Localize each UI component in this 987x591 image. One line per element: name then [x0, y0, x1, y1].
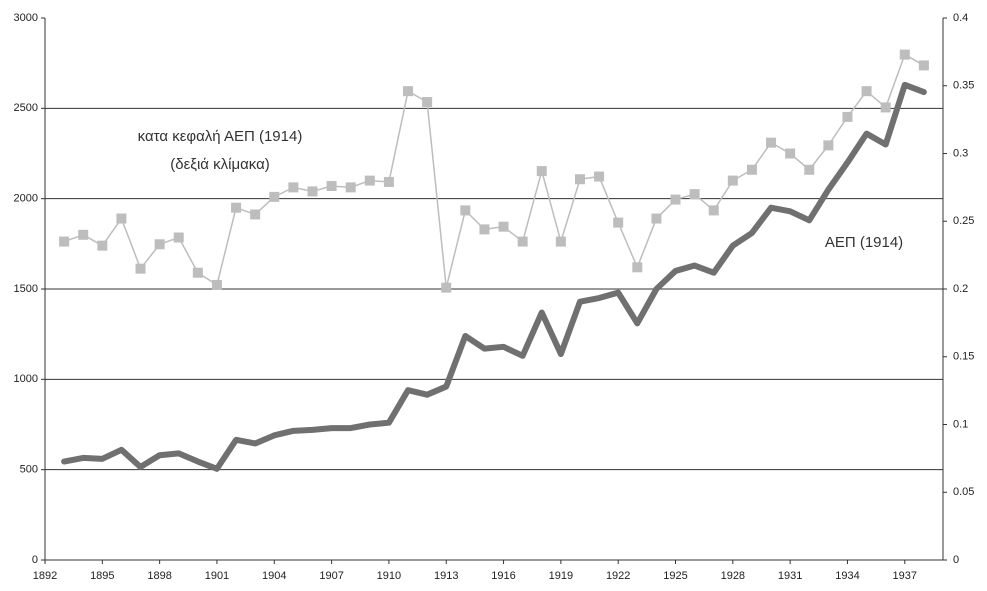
y2-tick-label: 0.4: [953, 12, 968, 24]
marker: [823, 140, 834, 151]
marker: [918, 60, 929, 71]
marker: [804, 164, 815, 175]
marker: [192, 267, 203, 278]
x-tick-label: 1916: [491, 570, 515, 582]
marker: [727, 175, 738, 186]
x-tick-label: 1892: [33, 570, 57, 582]
marker: [269, 191, 280, 202]
x-tick-label: 1904: [262, 570, 286, 582]
marker: [498, 221, 509, 232]
series-line: [63, 53, 925, 289]
x-tick-label: 1913: [434, 570, 458, 582]
marker: [670, 194, 681, 205]
x-tick-label: 1898: [147, 570, 171, 582]
marker: [173, 232, 184, 243]
y-tick-label: 0: [32, 554, 38, 566]
x-tick-label: 1907: [319, 570, 343, 582]
marker: [231, 202, 242, 213]
marker: [899, 49, 910, 60]
marker: [613, 217, 624, 228]
marker: [441, 282, 452, 293]
x-tick-label: 1937: [893, 570, 917, 582]
marker: [211, 279, 222, 290]
marker: [517, 236, 528, 247]
marker: [422, 97, 433, 108]
y2-tick-label: 0.3: [953, 147, 968, 159]
series-label: κατα κεφαλή ΑΕΠ (1914): [138, 128, 303, 145]
y-tick-label: 3000: [14, 12, 38, 24]
marker: [288, 182, 299, 193]
y2-tick-label: 0.2: [953, 283, 968, 295]
marker: [555, 236, 566, 247]
series-label: ΑΕΠ (1914): [825, 234, 903, 251]
y-tick-label: 1000: [14, 373, 38, 385]
x-tick-label: 1922: [606, 570, 630, 582]
marker: [880, 102, 891, 113]
y2-tick-label: 0: [953, 554, 959, 566]
marker: [708, 205, 719, 216]
marker: [689, 189, 700, 200]
y2-tick-label: 0.25: [953, 215, 974, 227]
marker: [383, 176, 394, 187]
x-tick-label: 1895: [90, 570, 114, 582]
x-tick-label: 1919: [549, 570, 573, 582]
y-tick-label: 2500: [14, 102, 38, 114]
marker: [364, 175, 375, 186]
marker: [632, 262, 643, 273]
marker: [861, 86, 872, 97]
y-tick-label: 500: [20, 464, 38, 476]
marker: [746, 164, 757, 175]
marker: [135, 263, 146, 274]
y-tick-label: 2000: [14, 193, 38, 205]
marker: [326, 181, 337, 192]
marker: [594, 171, 605, 182]
series-line: [61, 81, 927, 472]
marker: [250, 209, 261, 220]
y2-tick-label: 0.35: [953, 80, 974, 92]
marker: [78, 229, 89, 240]
marker: [97, 240, 108, 251]
x-tick-label: 1925: [663, 570, 687, 582]
x-tick-label: 1901: [205, 570, 229, 582]
marker: [651, 213, 662, 224]
marker: [154, 239, 165, 250]
marker: [460, 205, 471, 216]
marker: [536, 166, 547, 177]
marker: [842, 111, 853, 122]
marker: [59, 236, 70, 247]
x-tick-label: 1910: [377, 570, 401, 582]
marker: [785, 148, 796, 159]
marker: [116, 213, 127, 224]
x-tick-label: 1931: [778, 570, 802, 582]
marker: [307, 186, 318, 197]
y2-tick-label: 0.05: [953, 486, 974, 498]
marker: [766, 137, 777, 148]
marker: [403, 86, 414, 97]
marker: [574, 174, 585, 185]
marker: [479, 224, 490, 235]
y2-tick-label: 0.1: [953, 418, 968, 430]
x-tick-label: 1928: [721, 570, 745, 582]
annotation: (δεξιά κλίμακα): [170, 156, 270, 173]
marker: [345, 182, 356, 193]
y2-tick-label: 0.15: [953, 351, 974, 363]
x-tick-label: 1934: [835, 570, 859, 582]
y-tick-label: 1500: [14, 283, 38, 295]
